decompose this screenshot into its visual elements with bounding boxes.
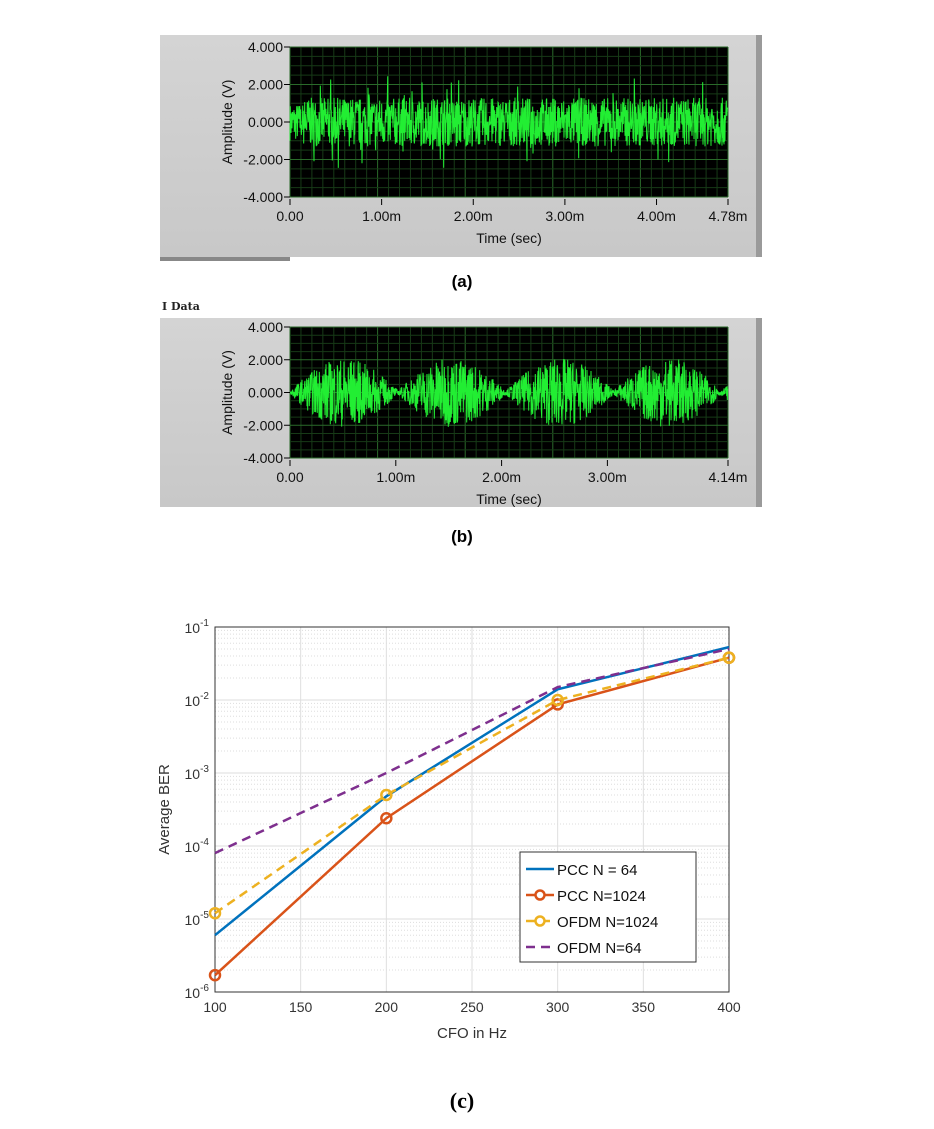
x-tick-label: 0.00: [276, 469, 303, 485]
y-tick-label: 0.000: [248, 385, 283, 401]
waveform-chart-b: 4.000 2.000 0.000 -2.000 -4.000 0.00 1.00m 2.00…: [219, 319, 748, 507]
legend-label: OFDM N=64: [557, 940, 642, 957]
series-marker-1: [208, 968, 222, 982]
series-marker-2: [208, 906, 222, 920]
y-tick-label: -4.000: [243, 189, 283, 205]
caption-a: (a): [451, 272, 473, 291]
x-tick-label: 200: [375, 999, 399, 1015]
x-tick-label: 150: [289, 999, 313, 1015]
x-tick-label: 3.00m: [588, 469, 627, 485]
caption-b: (b): [451, 527, 473, 546]
legend-label: PCC N = 64: [557, 862, 637, 879]
x-tick-label: 3.00m: [545, 208, 584, 224]
y-tick-label: -2.000: [243, 417, 283, 433]
y-axis-label: Amplitude (V): [219, 350, 235, 435]
panel-a-shadow: [160, 257, 290, 261]
y-axis-label: Amplitude (V): [219, 80, 235, 165]
y-tick-label: 10-3: [185, 764, 210, 782]
series-line-3: [214, 647, 730, 855]
axes-box: [214, 626, 730, 993]
y-tick-label: 10-6: [185, 983, 210, 1001]
y-tick-label: 10-4: [185, 837, 210, 855]
y-tick-label: 10-5: [185, 910, 210, 928]
x-tick-label: 4.00m: [637, 208, 676, 224]
x-tick-label: 350: [632, 999, 656, 1015]
x-tick-label: 100: [203, 999, 227, 1015]
legend-marker: [534, 889, 546, 901]
y-tick-label: 4.000: [248, 319, 283, 335]
x-axis-label: Time (sec): [476, 491, 542, 507]
series-line-2: [214, 656, 730, 915]
y-tick-label: 0.000: [248, 114, 283, 130]
y-tick-label: 10-2: [185, 691, 210, 709]
series-marker-2: [722, 651, 736, 664]
waveform-trace: [289, 359, 729, 427]
y-tick-label: -4.000: [243, 450, 283, 466]
x-axis-label: Time (sec): [476, 230, 542, 246]
x-tick-label: 1.00m: [376, 469, 415, 485]
series-marker-1: [380, 811, 393, 825]
series-marker-1: [551, 698, 564, 711]
x-tick-label: 2.00m: [482, 469, 521, 485]
y-tick-label: 2.000: [248, 352, 283, 368]
y-tick-label: 2.000: [248, 77, 283, 93]
x-tick-label: 300: [546, 999, 570, 1015]
ber-chart: 100 150 200 250 300 350 400 10-6 10-5 10-4 10-3 10-…: [156, 618, 741, 1042]
panel-b-title: I Data: [162, 300, 200, 313]
x-tick-label: 400: [717, 999, 741, 1015]
y-tick-label: 4.000: [248, 39, 283, 55]
caption-c: (c): [449, 1088, 475, 1113]
y-axis-label: Average BER: [156, 764, 173, 855]
legend: [519, 851, 697, 963]
legend-marker: [534, 915, 546, 927]
x-tick-label: 1.00m: [362, 208, 401, 224]
waveform-trace: [289, 76, 729, 168]
legend-label: OFDM N=1024: [557, 914, 658, 931]
x-tick-label: 4.78m: [709, 208, 748, 224]
x-tick-label: 4.14m: [709, 469, 748, 485]
series-marker-2: [380, 788, 393, 802]
y-tick-label: -2.000: [243, 152, 283, 168]
x-axis-label: CFO in Hz: [437, 1025, 507, 1042]
waveform-chart-a: 4.000 2.000 0.000 -2.000 -4.000 0.00 1.00m 2.00…: [219, 39, 748, 246]
series-marker-2: [551, 693, 564, 707]
waveform-panel-a: 4.000 2.000 0.000 -2.000 -4.000 0.00 1.00m 2.00…: [160, 35, 762, 257]
x-tick-label: 250: [460, 999, 484, 1015]
legend-label: PCC N=1024: [557, 888, 646, 905]
x-tick-label: 0.00: [276, 208, 303, 224]
y-tick-label: 10-1: [185, 618, 210, 636]
x-tick-label: 2.00m: [454, 208, 493, 224]
series-line-1: [214, 656, 730, 977]
waveform-panel-b: 4.000 2.000 0.000 -2.000 -4.000 0.00 1.00m 2.00…: [160, 318, 762, 507]
